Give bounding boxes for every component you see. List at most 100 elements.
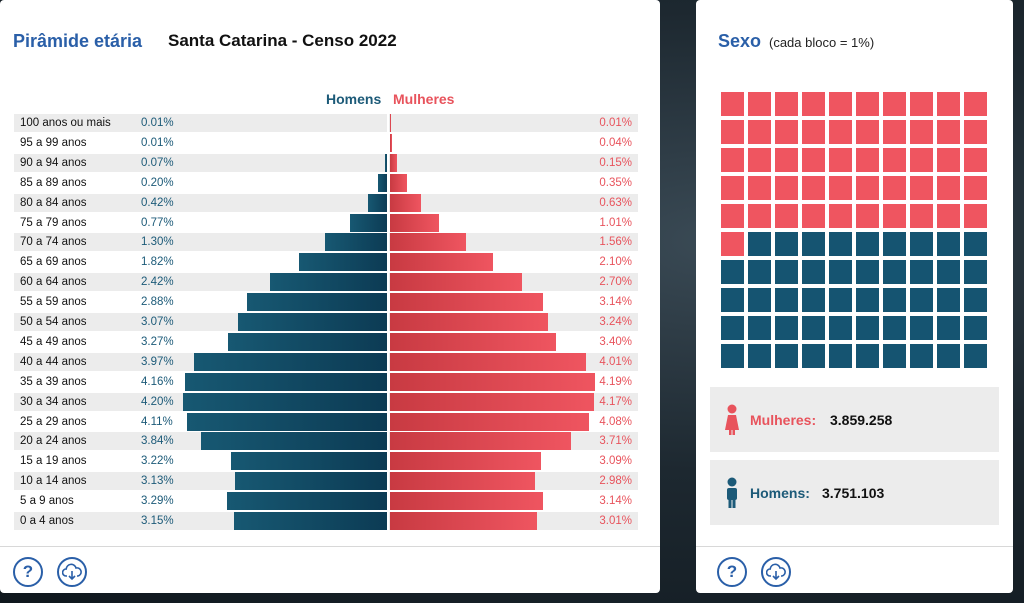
women-bar[interactable]	[390, 273, 522, 292]
men-value-label: 1.30%	[141, 236, 174, 249]
men-bar[interactable]	[184, 372, 388, 391]
waffle-cell-women	[775, 92, 798, 116]
men-bar[interactable]	[299, 253, 388, 272]
men-value-label: 3.22%	[141, 455, 174, 468]
download-button[interactable]	[57, 557, 87, 587]
men-bar[interactable]	[235, 472, 388, 491]
waffle-cell-women	[721, 204, 744, 228]
women-bar[interactable]	[390, 352, 586, 371]
women-bar[interactable]	[390, 293, 544, 312]
age-group-label: 80 a 84 anos	[20, 196, 87, 209]
women-bar[interactable]	[390, 193, 421, 212]
women-bar[interactable]	[390, 372, 595, 391]
men-value-label: 0.01%	[141, 117, 174, 129]
women-bar[interactable]	[390, 452, 541, 471]
pyramid-row: 65 a 69 anos 1.82% 2.10%	[14, 253, 638, 272]
men-value-label: 3.13%	[141, 475, 174, 488]
women-bar[interactable]	[390, 432, 572, 451]
women-value-label: 1.01%	[599, 216, 632, 229]
age-group-label: 0 a 4 anos	[20, 515, 74, 527]
pyramid-title: Pirâmide etária	[13, 31, 143, 51]
pyramid-row: 25 a 29 anos 4.11% 4.08%	[14, 412, 638, 431]
waffle-cell-women	[937, 92, 960, 116]
men-bar[interactable]	[247, 293, 388, 312]
download-button[interactable]	[761, 557, 791, 587]
women-bar[interactable]	[390, 512, 537, 530]
sex-subtitle: (cada bloco = 1%)	[769, 35, 875, 50]
women-value-label: 2.98%	[599, 475, 632, 488]
men-bar[interactable]	[187, 412, 388, 431]
age-group-label: 60 a 64 anos	[20, 276, 87, 289]
age-group-label: 5 a 9 anos	[20, 495, 74, 508]
women-value-label: 4.01%	[599, 355, 632, 368]
men-value-label: 3.97%	[141, 355, 174, 368]
pyramid-row: 90 a 94 anos 0.07% 0.15%	[14, 153, 638, 172]
men-bar[interactable]	[384, 153, 388, 172]
pyramid-row: 85 a 89 anos 0.20% 0.35%	[14, 173, 638, 192]
women-bar[interactable]	[390, 153, 398, 172]
men-bar[interactable]	[324, 233, 388, 252]
women-bar[interactable]	[390, 412, 590, 431]
men-bar[interactable]	[228, 332, 388, 351]
men-bar[interactable]	[230, 452, 388, 471]
women-bar[interactable]	[390, 173, 408, 192]
men-bar[interactable]	[350, 213, 388, 232]
pyramid-row: 20 a 24 anos 3.84% 3.71%	[14, 432, 638, 451]
women-bar[interactable]	[390, 253, 493, 272]
waffle-cell-women	[748, 92, 771, 116]
help-button[interactable]: ?	[717, 557, 747, 587]
men-bar[interactable]	[269, 273, 388, 292]
waffle-cell-men	[775, 232, 798, 256]
women-bar[interactable]	[390, 313, 549, 331]
women-bar[interactable]	[390, 472, 536, 491]
waffle-cell-men	[883, 260, 906, 284]
waffle-cell-women	[829, 204, 852, 228]
waffle-cell-women	[829, 120, 852, 144]
women-label: Mulheres:	[750, 412, 817, 428]
men-bar[interactable]	[200, 432, 388, 451]
men-value-label: 0.01%	[141, 136, 174, 149]
age-group-label: 15 a 19 anos	[20, 455, 87, 468]
waffle-cell-men	[802, 344, 825, 368]
women-value-label: 1.56%	[599, 236, 632, 249]
waffle-cell-men	[883, 344, 906, 368]
waffle-cell-women	[937, 204, 960, 228]
waffle-cell-men	[721, 288, 744, 312]
men-bar[interactable]	[238, 313, 388, 331]
waffle-cell-men	[829, 260, 852, 284]
men-bar[interactable]	[194, 352, 388, 371]
waffle-cell-women	[775, 204, 798, 228]
men-value-label: 0.77%	[141, 216, 174, 229]
help-button[interactable]: ?	[13, 557, 43, 587]
women-bar[interactable]	[390, 213, 440, 232]
men-value-label: 3.27%	[141, 335, 174, 348]
men-bar[interactable]	[227, 492, 388, 511]
waffle-cell-men	[775, 344, 798, 368]
age-group-label: 75 a 79 anos	[20, 216, 87, 229]
waffle-cell-women	[883, 204, 906, 228]
women-bar[interactable]	[390, 233, 467, 252]
pyramid-axis	[387, 114, 389, 532]
waffle-cell-women	[829, 176, 852, 200]
men-bar[interactable]	[367, 193, 388, 212]
pyramid-row: 100 anos ou mais 0.01% 0.01%	[14, 114, 638, 132]
women-bar[interactable]	[390, 133, 392, 152]
women-value-label: 0.63%	[599, 196, 632, 209]
age-group-label: 35 a 39 anos	[20, 375, 87, 388]
men-bar[interactable]	[234, 512, 388, 530]
waffle-cell-women	[748, 148, 771, 172]
men-bar[interactable]	[183, 392, 388, 411]
women-bar[interactable]	[390, 392, 594, 411]
women-bar[interactable]	[390, 492, 544, 511]
women-bar[interactable]	[390, 332, 556, 351]
women-value-label: 3.71%	[599, 435, 632, 448]
waffle-cell-women	[910, 120, 933, 144]
women-value: 3.859.258	[830, 412, 893, 428]
waffle-cell-men	[910, 232, 933, 256]
waffle-cell-men	[883, 232, 906, 256]
help-icon: ?	[726, 562, 738, 581]
waffle-cell-men	[937, 260, 960, 284]
waffle-cell-men	[856, 232, 879, 256]
women-bar[interactable]	[390, 114, 391, 132]
men-bar[interactable]	[378, 173, 388, 192]
